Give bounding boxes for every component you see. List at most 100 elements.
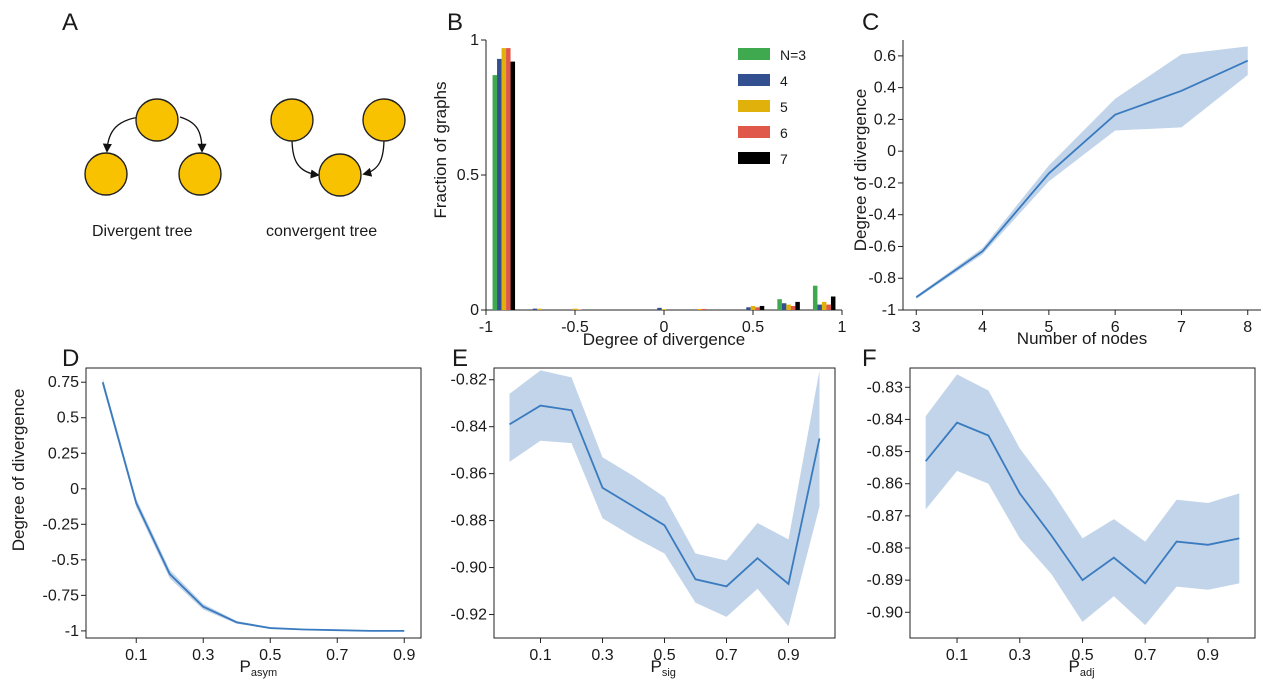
y-tick-label: 0.5 <box>57 410 79 427</box>
bar <box>506 48 511 310</box>
legend-swatch <box>738 48 770 60</box>
bar <box>746 307 751 310</box>
y-tick-label: -0.88 <box>451 513 488 530</box>
x-tick-label: 0.9 <box>393 647 415 664</box>
x-tick-label: 0.5 <box>259 647 281 664</box>
x-tick-label: 0.9 <box>777 647 799 664</box>
x-tick-label: 0.1 <box>125 647 147 664</box>
node-left <box>84 152 128 196</box>
y-tick-label: -0.8 <box>868 270 896 287</box>
bar <box>777 299 782 310</box>
y-tick-label: -0.92 <box>451 607 488 624</box>
y-tick-label: -0.83 <box>867 379 904 396</box>
y-tick-label: -0.84 <box>867 411 904 428</box>
divergent-tree-label: Divergent tree <box>92 223 193 240</box>
y-tick-label: 0.4 <box>874 80 896 97</box>
x-axis-label: Padj <box>1069 657 1095 679</box>
bar <box>492 75 498 310</box>
bar <box>786 304 791 310</box>
bar <box>781 303 787 310</box>
divergent-tree-diagram: Divergent tree <box>84 98 222 240</box>
confidence-band <box>916 46 1248 299</box>
y-axis-label: Degree of divergence <box>9 389 28 552</box>
arrow-left <box>102 116 141 153</box>
x-tick-label: 0.3 <box>1009 647 1031 664</box>
bar <box>510 61 516 310</box>
x-tick-label: 0.7 <box>1134 647 1156 664</box>
y-tick-label: -0.75 <box>43 587 80 604</box>
y-tick-label: -0.86 <box>867 476 904 493</box>
x-tick-label: 0.5 <box>742 319 764 336</box>
bar <box>497 58 502 311</box>
series-line <box>509 404 821 588</box>
bar <box>701 308 707 310</box>
x-tick-label: 0.7 <box>326 647 348 664</box>
x-tick-label: 8 <box>1243 319 1252 336</box>
bar <box>532 308 538 310</box>
x-tick-label: 5 <box>1044 319 1053 336</box>
bar <box>817 304 822 310</box>
panel-a: A Divergent tree convergent tree <box>62 9 406 240</box>
y-tick-label: 0.75 <box>48 374 79 391</box>
confidence-band <box>102 377 405 632</box>
y-tick-label: -0.5 <box>51 552 79 569</box>
x-tick-label: 0.1 <box>946 647 968 664</box>
bar <box>826 304 831 310</box>
x-axis-label: Degree of divergence <box>583 330 746 349</box>
x-tick-label: 3 <box>912 319 921 336</box>
plot-frame <box>85 367 422 639</box>
y-tick-label: -0.90 <box>451 560 488 577</box>
bar <box>572 308 578 310</box>
convergent-tree-diagram: convergent tree <box>266 98 406 240</box>
bar <box>750 305 756 310</box>
y-tick-label: -0.86 <box>451 466 488 483</box>
x-tick-label: 0.3 <box>192 647 214 664</box>
arrow-left <box>291 137 320 179</box>
legend-swatch <box>738 126 770 138</box>
legend-swatch <box>738 74 770 86</box>
legend-label: 7 <box>780 151 788 167</box>
bar <box>657 307 662 310</box>
y-tick-label: -1 <box>65 623 79 640</box>
y-tick-label: -0.89 <box>867 572 904 589</box>
node-left <box>270 98 314 142</box>
series-line <box>915 59 1249 299</box>
x-axis-label-sub: sig <box>662 667 676 679</box>
x-tick-label: 0.7 <box>715 647 737 664</box>
y-tick-label: -0.4 <box>868 207 896 224</box>
panel-letter-c: C <box>862 9 879 36</box>
confidence-band <box>509 370 820 627</box>
x-tick-label: 7 <box>1177 319 1186 336</box>
arrow-right <box>362 137 385 177</box>
y-tick-label: -0.87 <box>867 508 904 525</box>
chart-d: D 0.1 0.3 0.5 0.7 0.9 0.75 0.5 0.25 0 -0.25 -0.5 -0.… <box>9 345 422 679</box>
y-tick-label: -0.25 <box>43 516 80 533</box>
legend-swatch <box>738 100 770 112</box>
y-tick-label: 0.5 <box>457 167 479 184</box>
y-tick-label: -0.82 <box>451 372 488 389</box>
legend-label: 4 <box>780 73 788 89</box>
x-tick-label: 0 <box>660 319 669 336</box>
y-tick-label: 0.2 <box>874 111 896 128</box>
bar <box>577 309 582 310</box>
x-axis-label: Psig <box>651 657 676 679</box>
bar <box>537 308 542 310</box>
bar <box>790 305 796 310</box>
y-axis-label: Fraction of graphs <box>431 81 450 218</box>
bar <box>795 301 800 310</box>
x-axis-label-main: P <box>1069 657 1080 676</box>
x-tick-label: 6 <box>1111 319 1120 336</box>
x-tick-label: -0.5 <box>561 319 589 336</box>
y-tick-label: -0.90 <box>867 604 904 621</box>
node-right <box>362 98 406 142</box>
y-tick-label: -0.84 <box>451 419 488 436</box>
node-top <box>135 98 179 142</box>
bar <box>830 296 836 310</box>
panel-letter-a: A <box>62 9 78 36</box>
arrow-right <box>179 116 207 153</box>
bar <box>759 305 765 310</box>
x-axis-label-sub: adj <box>1080 667 1095 679</box>
y-tick-label: 0 <box>470 302 479 319</box>
node-bottom <box>318 153 362 197</box>
